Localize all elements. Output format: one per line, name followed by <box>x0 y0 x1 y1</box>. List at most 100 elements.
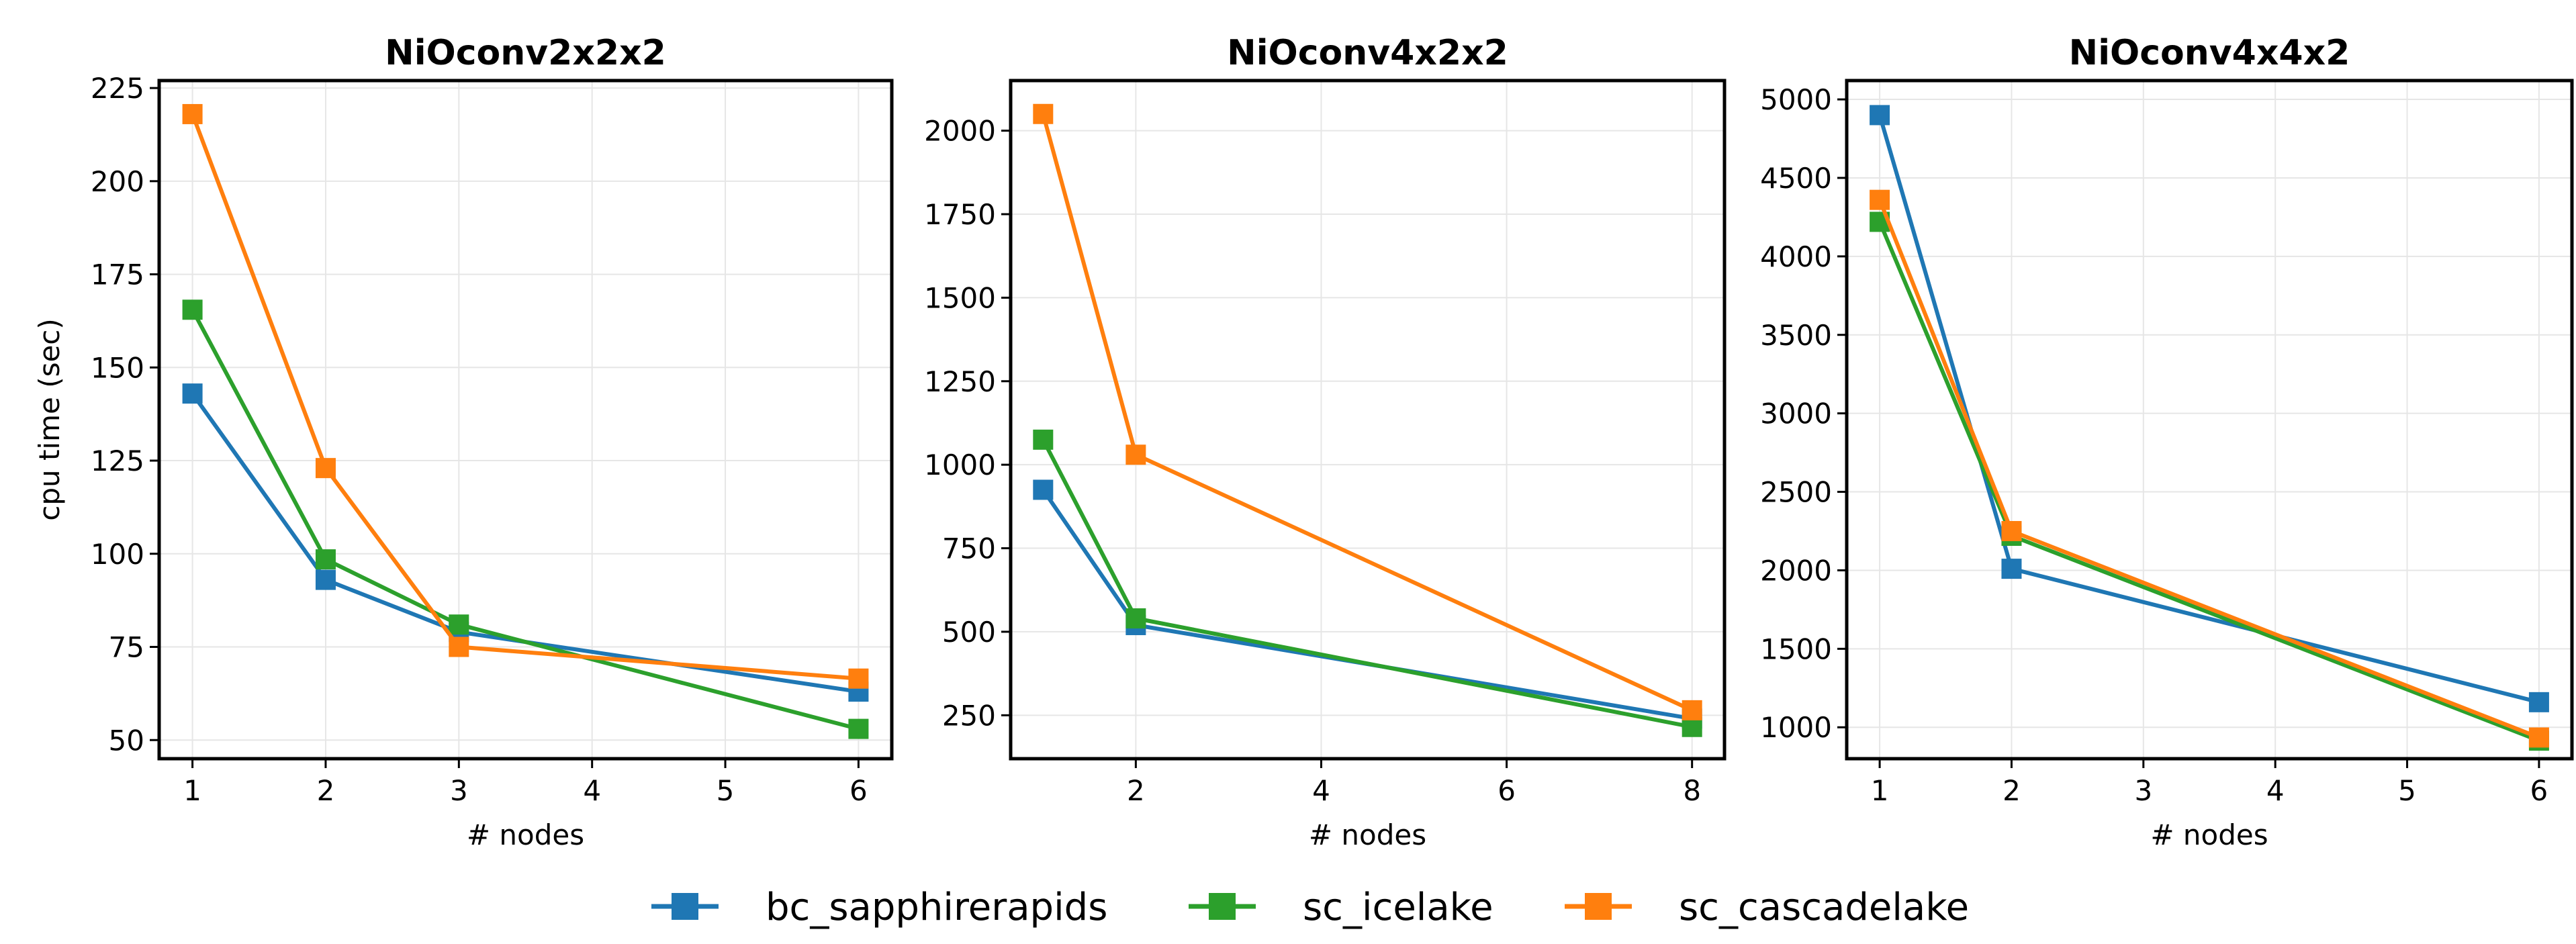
x-tick-label: 3 <box>450 774 468 807</box>
data-point <box>2528 692 2549 712</box>
x-axis-label: # nodes <box>1309 818 1426 851</box>
panel-title: NiOconv4x4x2 <box>2069 33 2350 73</box>
legend: bc_sapphirerapids sc_icelake sc_cascadelak… <box>651 886 1969 929</box>
data-point <box>182 383 203 404</box>
series-line <box>1878 221 2540 743</box>
y-axis-label: cpu time (sec) <box>33 318 66 521</box>
legend-marker <box>1209 893 1236 920</box>
data-point <box>1125 608 1146 629</box>
data-point <box>182 299 203 320</box>
series-bc_sapphirerapids <box>1870 105 2549 712</box>
panel-1: 1 2 3 4 5 6 50 75 100 125 150 175 200 225 NiOconv2x2x2… <box>33 33 894 851</box>
data-point <box>449 614 469 635</box>
data-point <box>1125 444 1146 465</box>
y-tick-label: 200 <box>91 165 144 198</box>
x-tick-label: 2 <box>317 774 335 807</box>
panel-2: 2 4 6 8 250 500 750 1000 1250 1500 1750 2000 NiOconv… <box>924 33 1727 851</box>
x-tick-label: 8 <box>1683 774 1701 807</box>
x-tick-label: 1 <box>1871 774 1889 807</box>
y-tick-label: 1750 <box>924 198 996 231</box>
data-point <box>848 718 869 739</box>
data-point <box>315 549 336 570</box>
x-tick-label: 1 <box>183 774 201 807</box>
y-tick-label: 250 <box>942 699 996 732</box>
y-tick-label: 175 <box>91 258 144 291</box>
plot-frame <box>1009 79 1727 761</box>
series-sc_cascadelake <box>1033 103 1702 720</box>
y-tick-label: 225 <box>91 72 144 105</box>
x-tick-label: 6 <box>849 774 868 807</box>
y-tick-label: 3500 <box>1760 319 1832 352</box>
y-tick-label: 150 <box>91 351 144 384</box>
data-point <box>1682 700 1702 720</box>
series-bc_sapphirerapids <box>1033 479 1702 729</box>
data-point <box>848 668 869 689</box>
y-tick-label: 5000 <box>1760 83 1832 116</box>
data-point <box>1870 189 1890 210</box>
data-point <box>315 458 336 479</box>
x-tick-label: 6 <box>2530 774 2548 807</box>
series-sc_icelake <box>1870 211 2549 751</box>
data-point <box>2528 727 2549 748</box>
legend-label: sc_icelake <box>1303 886 1493 929</box>
data-point <box>1033 429 1054 450</box>
plot-frame <box>1845 79 2574 761</box>
series-sc_cascadelake <box>1870 189 2549 748</box>
y-tick-label: 3000 <box>1760 397 1832 430</box>
data-point <box>2001 520 2022 541</box>
x-tick-label: 5 <box>2398 774 2416 807</box>
x-tick-label: 4 <box>583 774 601 807</box>
series-sc_icelake <box>182 299 869 739</box>
y-tick-label: 2500 <box>1760 476 1832 509</box>
x-tick-label: 4 <box>2266 774 2285 807</box>
data-point <box>1033 479 1054 500</box>
series-sc_icelake <box>1033 429 1702 737</box>
data-point <box>1033 103 1054 124</box>
series-line <box>1878 199 2540 740</box>
x-tick-label: 5 <box>717 774 735 807</box>
y-tick-label: 1500 <box>1760 632 1832 665</box>
legend-entry: sc_icelake <box>1189 886 1493 929</box>
y-tick-label: 1000 <box>1760 711 1832 744</box>
panel-3: 1 2 3 4 5 6 1000 1500 2000 2500 3000 3500 4000 4500 50… <box>1760 33 2574 851</box>
x-tick-label: 6 <box>1498 774 1516 807</box>
legend-label: sc_cascadelake <box>1679 886 1969 929</box>
data-point <box>2001 559 2022 579</box>
y-tick-label: 100 <box>91 538 144 571</box>
y-tick-label: 4500 <box>1760 162 1832 195</box>
x-tick-label: 2 <box>1127 774 1145 807</box>
series-line <box>1041 438 1693 729</box>
y-tick-label: 50 <box>109 724 144 757</box>
plot-frame <box>157 79 894 761</box>
y-tick-label: 4000 <box>1760 240 1832 273</box>
y-tick-label: 750 <box>942 532 996 565</box>
legend-label: bc_sapphirerapids <box>766 886 1107 929</box>
x-axis-label: # nodes <box>2150 818 2268 851</box>
legend-entry: bc_sapphirerapids <box>651 886 1107 929</box>
series-line <box>1041 488 1693 721</box>
x-axis-label: # nodes <box>467 818 584 851</box>
y-tick-label: 125 <box>91 444 144 477</box>
data-point <box>315 569 336 590</box>
x-tick-label: 2 <box>2003 774 2021 807</box>
y-tick-label: 2000 <box>924 115 996 148</box>
legend-marker <box>672 893 698 920</box>
series-line <box>190 308 860 731</box>
series-sc_cascadelake <box>182 103 869 689</box>
y-tick-label: 2000 <box>1760 554 1832 587</box>
data-point <box>182 103 203 124</box>
data-point <box>1870 105 1890 126</box>
panel-title: NiOconv4x2x2 <box>1227 33 1508 73</box>
legend-entry: sc_cascadelake <box>1565 886 1969 929</box>
y-tick-label: 75 <box>109 631 144 664</box>
x-tick-label: 3 <box>2134 774 2152 807</box>
legend-marker <box>1585 893 1612 920</box>
x-tick-label: 4 <box>1312 774 1330 807</box>
y-tick-label: 1250 <box>924 365 996 398</box>
y-tick-label: 500 <box>942 616 996 649</box>
data-point <box>449 636 469 657</box>
y-tick-label: 1000 <box>924 449 996 481</box>
panel-title: NiOconv2x2x2 <box>385 33 666 73</box>
